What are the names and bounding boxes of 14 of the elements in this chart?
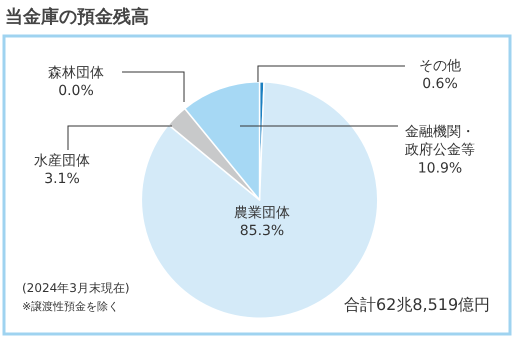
- data-label: 10.9%: [418, 160, 462, 176]
- slice-label: 金融機関・政府公金等: [405, 124, 475, 158]
- slice-label: 水産団体: [34, 153, 90, 169]
- text: 合計62兆8,519億円: [344, 295, 490, 314]
- text: ※譲渡性預金を除く: [22, 300, 120, 313]
- text: (2024年3月末現在): [22, 281, 130, 295]
- slice-label: その他: [419, 58, 461, 74]
- text: 0.0%: [58, 83, 94, 100]
- slice-label: 農業団体: [234, 205, 290, 221]
- category-label: 森林団体: [48, 65, 104, 81]
- chart-title: 当金庫の預金残高: [5, 6, 150, 28]
- data-label: 3.1%: [44, 171, 80, 188]
- data-label: 0.6%: [422, 76, 458, 92]
- data-label: 85.3%: [240, 223, 284, 240]
